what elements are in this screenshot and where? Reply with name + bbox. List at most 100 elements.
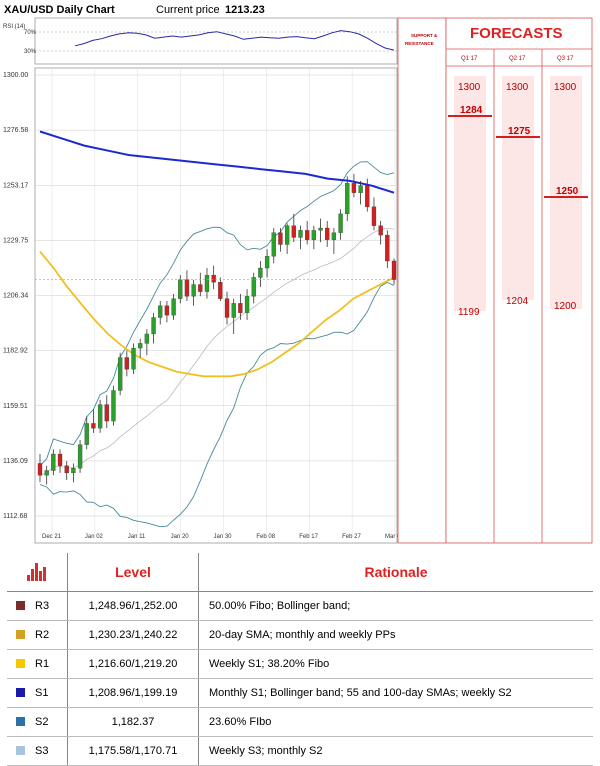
rsi-lower-label: 30% [24, 49, 37, 55]
candle-body [64, 465, 69, 474]
x-tick-label: Feb 08 [256, 534, 275, 540]
forecast-low-value: 1204 [506, 296, 529, 307]
candle-body [391, 260, 397, 280]
candle-body [291, 225, 296, 238]
level-row: R1 1,216.60/1,219.20 Weekly S1; 38.20% Fib… [7, 649, 593, 679]
forecasts-title: FORECASTS [470, 25, 563, 42]
x-tick-label: Jan 20 [171, 534, 190, 540]
bollinger-upper-line [39, 161, 395, 467]
y-tick-label: 1253.17 [3, 182, 28, 189]
level-value: 1,175.58/1,170.71 [67, 736, 199, 766]
support-resistance-label-line1: SUPPORT & [411, 33, 438, 38]
level-color-swatch [16, 688, 25, 697]
candle-body [345, 183, 350, 215]
candle-body [164, 305, 170, 316]
candle-body [365, 185, 370, 207]
level-name: R2 [35, 629, 50, 641]
candle-body [198, 284, 203, 292]
candle-body [71, 468, 76, 474]
level-name: R1 [35, 658, 50, 670]
level-name: S3 [35, 745, 49, 757]
level-color-swatch [16, 630, 25, 639]
candle-body [378, 225, 383, 236]
candle-body [371, 206, 377, 226]
level-color-swatch [16, 717, 25, 726]
candle-body [358, 185, 363, 193]
forecast-quarter-label: Q1 17 [461, 56, 478, 62]
y-tick-label: 1136.09 [3, 458, 28, 465]
candle-body [118, 357, 123, 391]
bar-chart-icon [7, 553, 68, 592]
candle-body [204, 274, 210, 292]
x-tick-label: Jan 11 [128, 534, 146, 540]
candle-body [37, 463, 43, 476]
candle-body [224, 298, 230, 318]
candle-body [151, 317, 156, 335]
support-resistance-column [397, 17, 447, 544]
candle-body [238, 303, 243, 313]
candle-body [264, 256, 270, 269]
level-name-cell: R2 [7, 620, 68, 650]
level-rationale: 20-day SMA; monthly and weekly PPs [198, 620, 593, 650]
candle-body [131, 347, 136, 370]
y-tick-label: 1206.34 [3, 293, 28, 300]
forecast-quarter-label: Q2 17 [509, 56, 526, 62]
y-tick-label: 1112.68 [3, 513, 27, 520]
candle-body [51, 453, 56, 471]
candle-body [171, 298, 176, 316]
candle-body [231, 303, 236, 318]
candle-body [351, 183, 357, 193]
level-name-cell: S3 [7, 736, 68, 766]
level-color-swatch [16, 659, 25, 668]
forecast-range-bar [550, 76, 582, 309]
level-value: 1,208.96/1,199.19 [67, 678, 199, 708]
candle-body [318, 227, 323, 231]
rsi-line [74, 30, 395, 51]
x-tick-label: Dec 21 [42, 534, 62, 540]
support-resistance-label-line2: RESISTANCE [405, 41, 434, 46]
candle-body [57, 453, 63, 466]
candle-body [191, 284, 196, 297]
candle-body [97, 404, 103, 429]
price-panel [34, 67, 398, 544]
y-tick-label: 1159.51 [3, 403, 28, 410]
forecast-high-value: 1300 [506, 82, 529, 93]
candle-body [211, 274, 216, 283]
forecast-quarter-label: Q3 17 [557, 56, 574, 62]
candle-body [271, 232, 276, 257]
candle-body [251, 277, 256, 297]
candle-body [258, 267, 263, 278]
candle-body [91, 423, 96, 429]
x-tick-label: Jan 30 [214, 534, 233, 540]
sma55-line [39, 251, 395, 378]
level-color-swatch [16, 601, 25, 610]
level-value: 1,230.23/1,240.22 [67, 620, 199, 650]
level-rationale: Weekly S1; 38.20% Fibo [198, 649, 593, 679]
forecast-mid-value: 1275 [508, 126, 531, 137]
rsi-panel [34, 17, 398, 65]
candle-body [178, 279, 183, 299]
level-rationale: Monthly S1; Bollinger band; 55 and 100-d… [198, 678, 593, 708]
chart-title: XAU/USD Daily Chart [4, 4, 115, 16]
candle-body [104, 404, 109, 422]
forecast-range-bar [502, 76, 534, 300]
sma100-line [39, 130, 395, 194]
candle-body [331, 232, 337, 240]
candle-body [311, 230, 316, 240]
candle-body [138, 343, 143, 349]
candle-body [278, 232, 283, 245]
forecast-mid-value: 1250 [556, 186, 579, 197]
y-tick-label: 1300.00 [3, 72, 28, 79]
candle-body [158, 305, 163, 318]
current-price-label: Current price [156, 4, 220, 16]
chart-area: XAU/USD Daily Chart Current price 1213.2… [3, 4, 593, 544]
y-tick-label: 1276.58 [3, 127, 28, 134]
candle-body [385, 234, 390, 262]
x-tick-label: Jan 02 [85, 534, 104, 540]
candle-body [305, 230, 310, 240]
level-row: S1 1,208.96/1,199.19 Monthly S1; Bollinger… [7, 678, 593, 708]
level-row: R3 1,248.96/1,252.00 50.00% Fibo; Bollinge… [7, 591, 593, 621]
level-value: 1,248.96/1,252.00 [67, 591, 199, 621]
x-tick-label: Feb 27 [342, 534, 361, 540]
candle-body [77, 444, 83, 469]
